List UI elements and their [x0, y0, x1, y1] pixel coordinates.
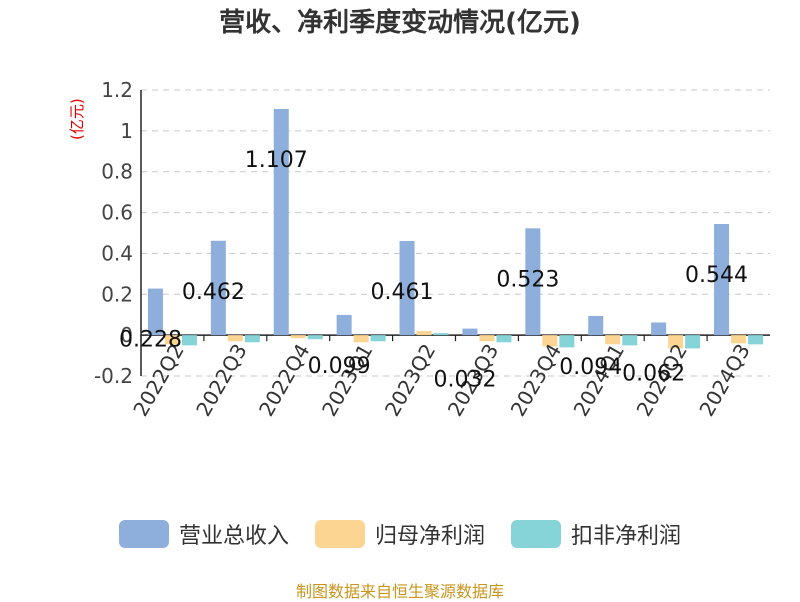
y-tick-label: 1.2 — [101, 78, 133, 102]
chart-title: 营收、净利季度变动情况(亿元) — [219, 8, 581, 38]
bar-net-profit — [479, 335, 495, 342]
data-label: 0.062 — [622, 361, 685, 386]
legend-swatch — [314, 520, 365, 548]
legend: 营业总收入 归母净利润 扣非净利润 — [0, 518, 800, 550]
bar-net-profit — [605, 335, 621, 345]
bar-revenue — [399, 240, 415, 336]
bar-revenue — [147, 288, 163, 336]
x-tick-label: 2024Q1 — [569, 340, 629, 421]
legend-item: 营业总收入 — [118, 518, 289, 550]
y-tick-label: 0.8 — [101, 160, 133, 184]
x-tick-label: 2023Q1 — [317, 340, 377, 421]
legend-swatch — [511, 520, 561, 548]
source-note: 制图数据来自恒生聚源数据库 — [295, 582, 504, 601]
y-tick-label: 0.6 — [101, 201, 133, 225]
bar-net-profit — [164, 335, 180, 345]
bar-deducted-net-profit — [496, 335, 512, 343]
bar-net-profit — [290, 335, 306, 339]
bar-deducted-net-profit — [370, 335, 386, 342]
y-tick-label: -0.2 — [94, 364, 133, 388]
bar-revenue — [273, 108, 289, 336]
bar-deducted-net-profit — [307, 335, 323, 340]
data-label: 0.544 — [685, 263, 748, 288]
x-tick-label: 2022Q3 — [191, 340, 251, 421]
bar-deducted-net-profit — [181, 335, 197, 346]
bar-deducted-net-profit — [244, 335, 260, 343]
legend-label: 归母净利润 — [374, 524, 485, 549]
x-tick-label: 2023Q4 — [506, 340, 566, 421]
legend-item: 扣非净利润 — [511, 518, 681, 550]
legend-swatch — [118, 520, 169, 548]
data-label: 0.228 — [119, 328, 182, 353]
x-tick-label: 2022Q4 — [254, 340, 314, 421]
bar-net-profit — [542, 335, 558, 347]
bar-revenue — [336, 314, 352, 336]
bar-deducted-net-profit — [685, 335, 701, 349]
x-tick-label: 2023Q2 — [380, 340, 440, 421]
data-label: 1.107 — [245, 148, 308, 173]
bar-revenue — [651, 322, 667, 336]
bar-deducted-net-profit — [433, 333, 449, 336]
data-label: 0.461 — [371, 280, 434, 305]
bar-revenue — [210, 240, 226, 336]
y-tick-label: 0.2 — [101, 282, 133, 306]
bar-revenue — [462, 328, 478, 336]
bar-revenue — [714, 224, 730, 336]
legend-label: 扣非净利润 — [571, 524, 682, 549]
bar-net-profit — [731, 335, 747, 344]
data-label: 0.094 — [559, 355, 622, 380]
data-label: 0.462 — [182, 280, 245, 305]
legend-label: 营业总收入 — [178, 524, 289, 549]
bar-net-profit — [668, 335, 684, 349]
legend-item: 归母净利润 — [314, 518, 485, 550]
bar-revenue — [525, 228, 541, 336]
bar-net-profit — [353, 335, 369, 343]
data-label: 0.523 — [496, 267, 559, 292]
bar-revenue — [588, 315, 604, 336]
y-tick-label: 1 — [120, 119, 133, 143]
bar-net-profit — [416, 331, 432, 336]
bar-deducted-net-profit — [559, 335, 575, 348]
y-tick-label: 0.4 — [101, 241, 133, 265]
bar-net-profit — [227, 335, 243, 342]
bar-deducted-net-profit — [748, 335, 764, 345]
data-label: 0.099 — [308, 354, 371, 379]
data-label: 0.032 — [433, 368, 496, 393]
x-tick-label: 2024Q3 — [694, 340, 754, 421]
y-tick-label: 0 — [120, 323, 133, 347]
bar-deducted-net-profit — [622, 335, 638, 346]
